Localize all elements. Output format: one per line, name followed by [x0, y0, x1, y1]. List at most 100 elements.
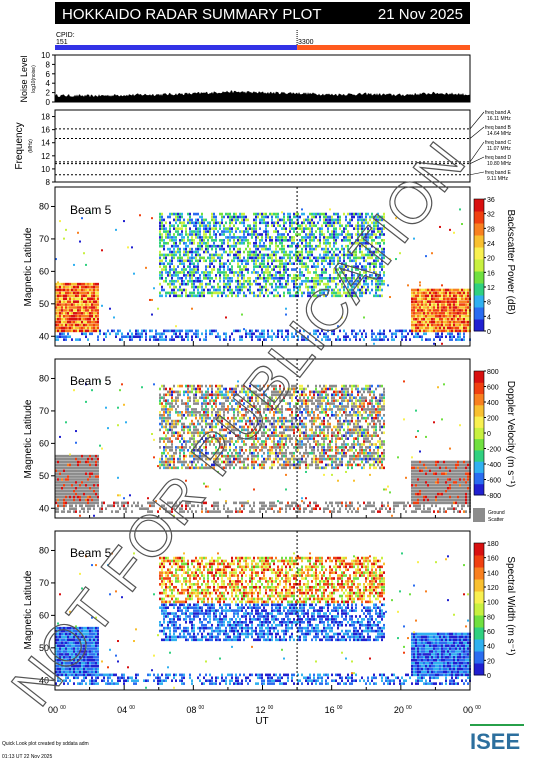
frequency-band-value: 9.11 MHz: [487, 176, 509, 182]
heatmap-cell: [185, 277, 187, 280]
heatmap-cell: [81, 297, 83, 301]
heatmap-cell: [453, 314, 455, 318]
heatmap-cell: [373, 224, 375, 228]
heatmap-cell: [163, 399, 165, 402]
heatmap-cell: [187, 259, 189, 263]
heatmap-cell: [221, 253, 223, 257]
heatmap-cell: [227, 265, 229, 268]
heatmap-cell: [369, 236, 371, 239]
heatmap-cell: [169, 338, 171, 341]
heatmap-cell: [297, 212, 299, 216]
heatmap-cell: [369, 233, 371, 236]
heatmap-cell: [75, 285, 77, 289]
heatmap-cell: [381, 215, 383, 219]
heatmap-cell: [179, 390, 181, 394]
heatmap-cell: [73, 317, 75, 321]
heatmap-cell: [115, 228, 117, 231]
heatmap-cell: [343, 271, 345, 274]
heatmap-cell: [319, 256, 321, 260]
heatmap-cell: [147, 510, 149, 513]
heatmap-cell: [241, 390, 243, 394]
heatmap-cell: [235, 244, 237, 248]
heatmap-cell: [345, 262, 347, 266]
heatmap-cell: [281, 239, 283, 242]
heatmap-cell: [301, 294, 303, 298]
heatmap-cell: [95, 495, 97, 499]
heatmap-cell: [85, 504, 87, 508]
heatmap-cell: [439, 225, 441, 228]
heatmap-cell: [467, 300, 469, 303]
heatmap-cell: [467, 306, 469, 309]
heatmap-cell: [219, 268, 221, 271]
heatmap-cell: [205, 422, 207, 426]
heatmap-cell: [425, 309, 427, 312]
heatmap-cell: [283, 247, 285, 251]
heatmap-cell: [349, 221, 351, 225]
heatmap-cell: [321, 262, 323, 266]
heatmap-cell: [151, 329, 153, 333]
heatmap-cell: [181, 277, 183, 280]
heatmap-cell: [91, 478, 93, 481]
heatmap-cell: [55, 326, 57, 330]
heatmap-cell: [255, 449, 257, 452]
heatmap-cell: [65, 495, 67, 499]
heatmap-cell: [207, 510, 209, 513]
heatmap-cell: [59, 454, 61, 458]
heatmap-cell: [107, 329, 109, 333]
heatmap-cell: [177, 256, 179, 260]
heatmap-cell: [355, 294, 357, 298]
heatmap-cell: [337, 247, 339, 251]
heatmap-cell: [193, 279, 195, 283]
heatmap-cell: [191, 431, 193, 435]
heatmap-cell: [345, 224, 347, 228]
heatmap-cell: [267, 288, 269, 292]
heatmap-cell: [61, 469, 63, 473]
heatmap-cell: [233, 241, 235, 245]
heatmap-cell: [169, 253, 171, 257]
heatmap-cell: [313, 277, 315, 280]
heatmap-cell: [251, 390, 253, 394]
heatmap-cell: [359, 241, 361, 245]
heatmap-cell: [229, 212, 231, 216]
heatmap-cell: [225, 466, 227, 470]
heatmap-cell: [241, 408, 243, 411]
heatmap-cell: [213, 221, 215, 225]
heatmap-cell: [443, 300, 445, 303]
heatmap-cell: [313, 271, 315, 274]
heatmap-cell: [205, 399, 207, 402]
heatmap-cell: [101, 504, 103, 508]
heatmap-cell: [351, 233, 353, 236]
heatmap-cell: [251, 236, 253, 239]
heatmap-cell: [203, 399, 205, 402]
heatmap-cell: [459, 320, 461, 324]
heatmap-cell: [257, 215, 259, 219]
heatmap-cell: [333, 227, 335, 230]
heatmap-cell: [83, 300, 85, 303]
heatmap-cell: [251, 510, 253, 513]
heatmap-cell: [227, 390, 229, 394]
colorbar-tick-label: 0: [487, 329, 491, 336]
heatmap-cell: [213, 443, 215, 446]
heatmap-cell: [199, 221, 201, 225]
heatmap-cell: [203, 393, 205, 397]
heatmap-cell: [223, 507, 225, 511]
heatmap-cell: [183, 457, 185, 461]
heatmap-cell: [361, 288, 363, 292]
heatmap-cell: [451, 312, 453, 315]
heatmap-cell: [69, 472, 71, 475]
heatmap-cell: [125, 421, 127, 424]
heatmap-cell: [447, 332, 449, 336]
heatmap-cell: [171, 250, 173, 254]
heatmap-cell: [423, 312, 425, 315]
heatmap-cell: [169, 463, 171, 467]
heatmap-cell: [419, 317, 421, 321]
heatmap-cell: [443, 317, 445, 321]
heatmap-cell: [69, 309, 71, 312]
heatmap-cell: [199, 387, 201, 391]
heatmap-cell: [231, 405, 233, 408]
heatmap-cell: [71, 486, 73, 490]
heatmap-cell: [271, 236, 273, 239]
heatmap-cell: [181, 259, 183, 263]
heatmap-cell: [221, 434, 223, 438]
heatmap-cell: [245, 332, 247, 336]
